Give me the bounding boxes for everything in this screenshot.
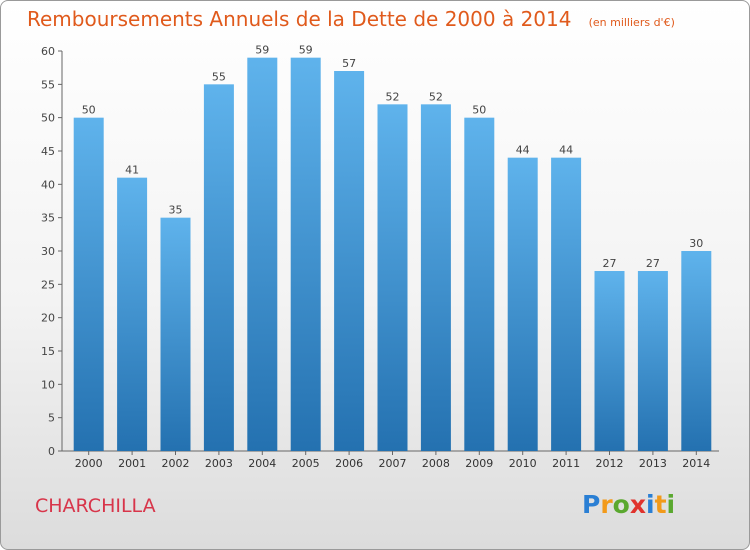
logo-letter: o [612, 490, 630, 519]
bar-value-label: 41 [125, 164, 139, 177]
x-tick-label: 2005 [292, 457, 320, 470]
bar [420, 104, 451, 451]
x-tick-label: 2012 [596, 457, 624, 470]
bar-value-label: 30 [689, 237, 703, 250]
bar [247, 57, 278, 452]
x-tick-label: 2007 [379, 457, 407, 470]
y-tick-label: 10 [41, 378, 55, 391]
bar [681, 251, 712, 451]
x-tick-label: 2004 [248, 457, 276, 470]
bar [117, 177, 148, 451]
logo-letter: t [654, 490, 667, 519]
title-text: Remboursements Annuels de la Dette de 20… [27, 7, 572, 31]
x-tick-label: 2000 [75, 457, 103, 470]
bar [594, 271, 625, 451]
logo-letter: i [666, 490, 676, 519]
bar-value-label: 52 [386, 90, 400, 103]
bar [73, 117, 104, 452]
bar-value-label: 27 [603, 257, 617, 270]
y-tick-label: 60 [41, 45, 55, 58]
bar-value-label: 44 [516, 144, 530, 157]
bar-value-label: 59 [255, 44, 269, 57]
commune-name: CHARCHILLA [35, 495, 156, 517]
y-tick-label: 25 [41, 278, 55, 291]
bar [290, 57, 321, 452]
bar [334, 71, 365, 451]
x-tick-label: 2003 [205, 457, 233, 470]
y-tick-label: 5 [48, 412, 55, 425]
bar [637, 271, 668, 451]
bar [551, 157, 582, 451]
bar-value-label: 50 [472, 104, 486, 117]
chart-title: Remboursements Annuels de la Dette de 20… [27, 7, 675, 31]
y-tick-label: 0 [48, 445, 55, 458]
bar-value-label: 57 [342, 57, 356, 70]
bar-value-label: 27 [646, 257, 660, 270]
bar [507, 157, 538, 451]
y-tick-label: 35 [41, 212, 55, 225]
unit-note: (en milliers d'€) [588, 16, 675, 29]
x-tick-label: 2006 [335, 457, 363, 470]
bar-value-label: 44 [559, 144, 573, 157]
bar [464, 117, 495, 452]
y-tick-label: 15 [41, 345, 55, 358]
x-tick-label: 2013 [639, 457, 667, 470]
x-tick-label: 2002 [162, 457, 190, 470]
x-tick-label: 2011 [552, 457, 580, 470]
y-tick-label: 40 [41, 178, 55, 191]
y-tick-label: 50 [41, 112, 55, 125]
bar [203, 84, 234, 451]
logo-letter: i [646, 490, 655, 519]
x-tick-label: 2010 [509, 457, 537, 470]
bar-value-label: 50 [82, 104, 96, 117]
x-tick-label: 2014 [682, 457, 710, 470]
logo-letter: x [629, 490, 646, 519]
bar-value-label: 59 [299, 44, 313, 57]
logo-letter: r [600, 490, 613, 519]
x-tick-label: 2009 [465, 457, 493, 470]
proxiti-logo: Proxiti [582, 490, 675, 519]
bar-value-label: 55 [212, 70, 226, 83]
y-tick-label: 30 [41, 245, 55, 258]
logo-letter: P [582, 490, 601, 519]
x-tick-label: 2008 [422, 457, 450, 470]
x-tick-label: 2001 [118, 457, 146, 470]
bar-value-label: 52 [429, 90, 443, 103]
bar-value-label: 35 [169, 204, 183, 217]
y-tick-label: 20 [41, 312, 55, 325]
bar [160, 217, 191, 451]
bar [377, 104, 408, 451]
y-tick-label: 55 [41, 78, 55, 91]
y-tick-label: 45 [41, 145, 55, 158]
